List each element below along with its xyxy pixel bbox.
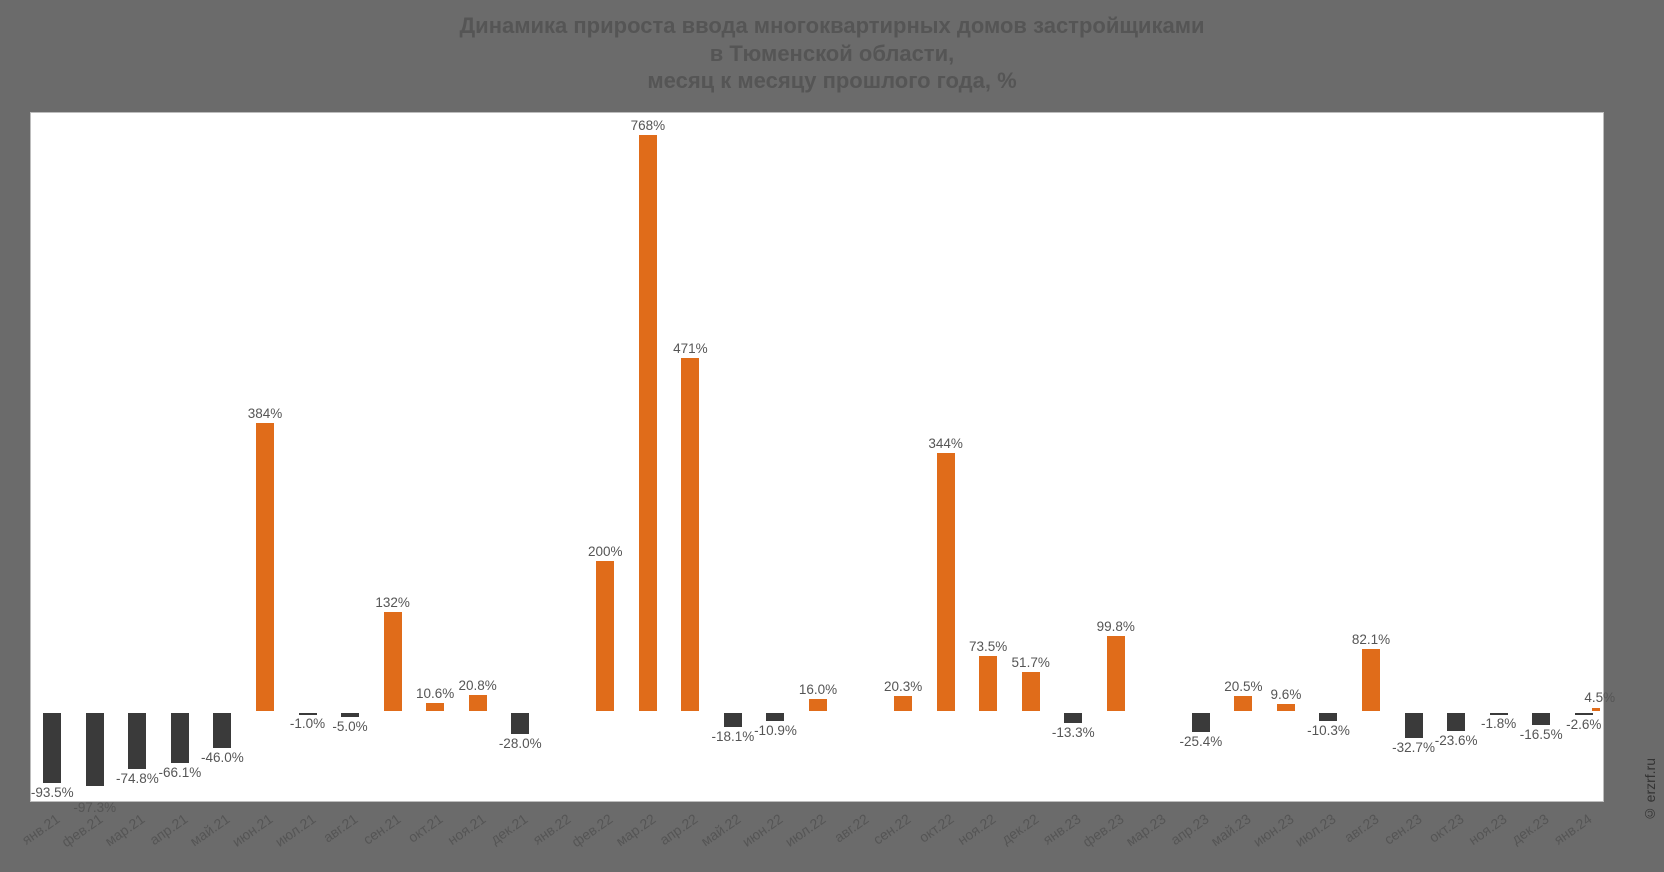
bar bbox=[681, 358, 699, 711]
bar-value-label: -16.5% bbox=[1520, 727, 1563, 742]
bar bbox=[894, 696, 912, 711]
bar-value-label: -28.0% bbox=[499, 736, 542, 751]
bar-value-label: -1.8% bbox=[1481, 716, 1516, 731]
bar-value-label: 384% bbox=[248, 406, 283, 421]
bar-value-label: -32.7% bbox=[1392, 740, 1435, 755]
bar bbox=[724, 713, 742, 727]
bar-value-label: 82.1% bbox=[1352, 632, 1390, 647]
bar bbox=[384, 612, 402, 711]
bar-value-label: 20.5% bbox=[1224, 679, 1262, 694]
title-line-3: месяц к месяцу прошлого года, % bbox=[0, 67, 1664, 95]
bar-value-label: -10.3% bbox=[1307, 723, 1350, 738]
bar bbox=[341, 713, 359, 717]
bar-value-label-extra: 4.5% bbox=[1584, 690, 1615, 705]
bar bbox=[1405, 713, 1423, 738]
bar bbox=[511, 713, 529, 734]
bar-value-label: 16.0% bbox=[799, 682, 837, 697]
bar bbox=[1192, 713, 1210, 732]
bar bbox=[1362, 649, 1380, 711]
bar-value-label: -46.0% bbox=[201, 750, 244, 765]
bar bbox=[171, 713, 189, 763]
bar-value-label: -66.1% bbox=[159, 765, 202, 780]
bar bbox=[426, 703, 444, 711]
bar bbox=[1447, 713, 1465, 731]
bar bbox=[1575, 713, 1593, 715]
bar bbox=[43, 713, 61, 783]
bar bbox=[596, 561, 614, 711]
bar-value-label: 20.3% bbox=[884, 679, 922, 694]
plot-area: -93.5%янв.21-97.3%фев.21-74.8%мар.21-66.… bbox=[30, 112, 1604, 802]
bar bbox=[1319, 713, 1337, 721]
bar-value-label: -10.9% bbox=[754, 723, 797, 738]
bars-layer: -93.5%янв.21-97.3%фев.21-74.8%мар.21-66.… bbox=[31, 113, 1603, 801]
bar bbox=[128, 713, 146, 769]
bar-value-label: -5.0% bbox=[332, 719, 367, 734]
bar bbox=[639, 135, 657, 711]
bar-value-label: 51.7% bbox=[1012, 655, 1050, 670]
bar-value-label: 471% bbox=[673, 341, 708, 356]
bar bbox=[1022, 672, 1040, 711]
bar bbox=[1064, 713, 1082, 723]
bar bbox=[809, 699, 827, 711]
chart-container: Динамика прироста ввода многоквартирных … bbox=[0, 0, 1664, 872]
bar bbox=[213, 713, 231, 748]
bar bbox=[299, 713, 317, 715]
bar bbox=[979, 656, 997, 711]
bar-value-label: 768% bbox=[631, 118, 666, 133]
bar-value-label: 200% bbox=[588, 544, 623, 559]
bar-value-label: -2.6% bbox=[1566, 717, 1601, 732]
bar-value-label: -13.3% bbox=[1052, 725, 1095, 740]
bar bbox=[1592, 708, 1600, 711]
bar-value-label: 132% bbox=[375, 595, 410, 610]
bar bbox=[937, 453, 955, 711]
bar bbox=[1234, 696, 1252, 711]
bar bbox=[1490, 713, 1508, 715]
chart-title: Динамика прироста ввода многоквартирных … bbox=[0, 0, 1664, 95]
bar bbox=[469, 695, 487, 711]
title-line-1: Динамика прироста ввода многоквартирных … bbox=[0, 12, 1664, 40]
bar bbox=[86, 713, 104, 786]
bar-value-label: 20.8% bbox=[459, 678, 497, 693]
bar-value-label: 9.6% bbox=[1271, 687, 1302, 702]
bar bbox=[1532, 713, 1550, 725]
bar-value-label: -23.6% bbox=[1435, 733, 1478, 748]
bar bbox=[1107, 636, 1125, 711]
bar-value-label: 10.6% bbox=[416, 686, 454, 701]
bar-value-label: 344% bbox=[928, 436, 963, 451]
bar bbox=[256, 423, 274, 711]
bar-value-label: 99.8% bbox=[1097, 619, 1135, 634]
bar bbox=[766, 713, 784, 721]
title-line-2: в Тюменской области, bbox=[0, 40, 1664, 68]
bar-value-label: 73.5% bbox=[969, 639, 1007, 654]
bar-value-label: -74.8% bbox=[116, 771, 159, 786]
bar-value-label: -1.0% bbox=[290, 716, 325, 731]
attribution-text: © erzrf.ru bbox=[1642, 758, 1658, 822]
bar-value-label: -93.5% bbox=[31, 785, 74, 800]
bar-value-label: -25.4% bbox=[1179, 734, 1222, 749]
bar bbox=[1277, 704, 1295, 711]
bar-value-label: -18.1% bbox=[712, 729, 755, 744]
